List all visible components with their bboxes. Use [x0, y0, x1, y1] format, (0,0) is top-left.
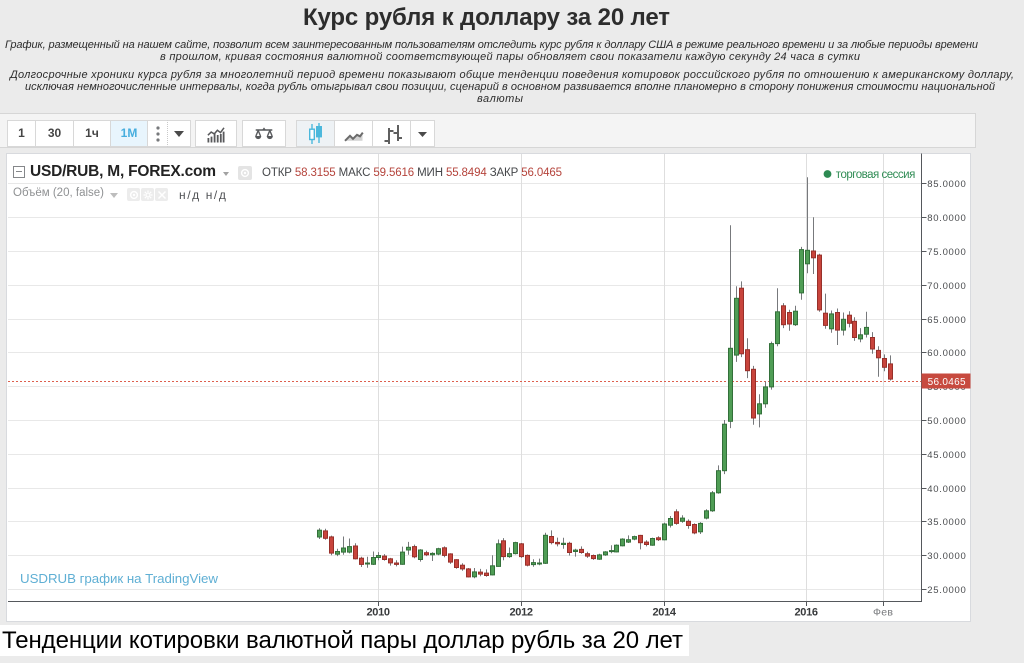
svg-text:85.0000: 85.0000 — [927, 179, 966, 190]
svg-text:торговая сессия: торговая сессия — [836, 169, 916, 181]
svg-text:Фев: Фев — [873, 607, 893, 619]
svg-text:25.0000: 25.0000 — [927, 585, 966, 596]
svg-text:65.0000: 65.0000 — [927, 315, 966, 326]
svg-text:2010: 2010 — [367, 607, 391, 619]
svg-text:35.0000: 35.0000 — [927, 517, 966, 528]
svg-text:50.0000: 50.0000 — [927, 416, 966, 427]
svg-text:70.0000: 70.0000 — [927, 281, 966, 292]
svg-text:80.0000: 80.0000 — [927, 213, 966, 224]
svg-text:45.0000: 45.0000 — [927, 450, 966, 461]
svg-text:40.0000: 40.0000 — [927, 484, 966, 495]
svg-text:2012: 2012 — [510, 607, 534, 619]
svg-text:60.0000: 60.0000 — [927, 348, 966, 359]
svg-text:56.0465: 56.0465 — [928, 377, 966, 388]
svg-text:2016: 2016 — [795, 607, 819, 619]
svg-text:2014: 2014 — [653, 607, 677, 619]
svg-text:30.0000: 30.0000 — [927, 551, 966, 562]
svg-text:75.0000: 75.0000 — [927, 247, 966, 258]
